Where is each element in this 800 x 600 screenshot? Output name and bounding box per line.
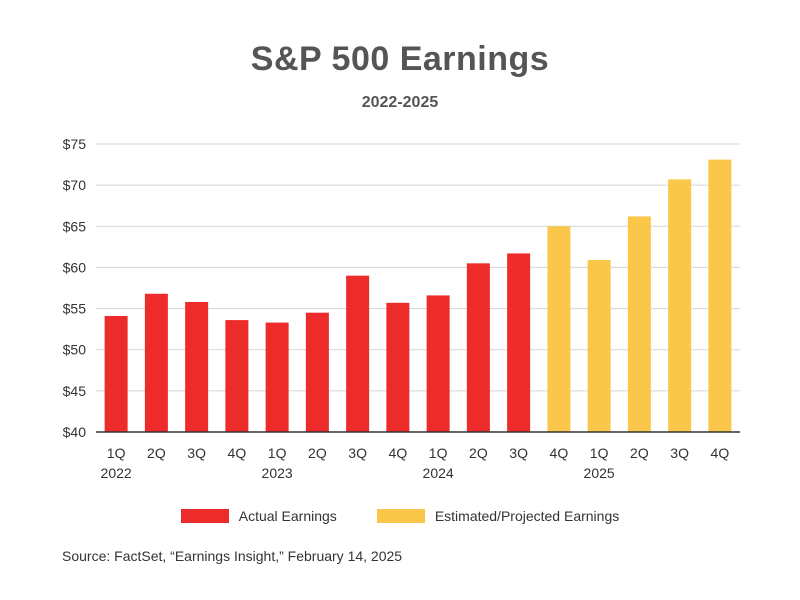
x-tick-label: 4Q xyxy=(711,445,730,461)
legend-label-actual: Actual Earnings xyxy=(238,508,337,524)
x-tick-label: 4Q xyxy=(228,445,247,461)
x-tick-label: 2Q xyxy=(147,445,166,461)
x-year-label: 2023 xyxy=(262,465,293,481)
legend: Actual Earnings Estimated/Projected Earn… xyxy=(0,508,800,524)
x-tick-label: 3Q xyxy=(509,445,528,461)
legend-label-estimated: Estimated/Projected Earnings xyxy=(434,508,620,524)
y-tick-label: $70 xyxy=(63,177,87,193)
legend-item-actual: Actual Earnings xyxy=(180,508,337,524)
bar xyxy=(265,322,289,432)
x-year-label: 2024 xyxy=(423,465,454,481)
y-tick-label: $45 xyxy=(63,383,87,399)
bar xyxy=(466,263,490,432)
bar xyxy=(547,226,571,432)
x-tick-label: 1Q xyxy=(107,445,126,461)
x-year-label: 2025 xyxy=(584,465,615,481)
legend-item-estimated: Estimated/Projected Earnings xyxy=(376,508,620,524)
y-tick-label: $40 xyxy=(63,424,87,440)
bar xyxy=(346,275,370,432)
y-tick-label: $75 xyxy=(63,136,87,152)
bar xyxy=(627,216,651,432)
legend-swatch-estimated xyxy=(376,509,425,523)
bar xyxy=(386,302,410,432)
x-tick-label: 1Q xyxy=(590,445,609,461)
bar xyxy=(185,301,209,432)
x-tick-label: 2Q xyxy=(308,445,327,461)
source-note: Source: FactSet, “Earnings Insight,” Feb… xyxy=(62,548,403,564)
x-tick-label: 4Q xyxy=(550,445,569,461)
x-tick-label: 1Q xyxy=(429,445,448,461)
x-tick-label: 1Q xyxy=(268,445,287,461)
x-tick-label: 3Q xyxy=(348,445,367,461)
x-year-label: 2022 xyxy=(101,465,132,481)
bar xyxy=(305,312,329,432)
y-tick-label: $50 xyxy=(63,342,87,358)
x-tick-label: 3Q xyxy=(187,445,206,461)
bar xyxy=(507,253,531,432)
x-tick-label: 2Q xyxy=(469,445,488,461)
legend-swatch-actual xyxy=(180,509,229,523)
chart-title: S&P 500 Earnings xyxy=(250,40,550,78)
bar xyxy=(104,315,128,432)
y-tick-label: $55 xyxy=(63,301,87,317)
y-tick-label: $65 xyxy=(63,218,87,234)
chart-subtitle: 2022-2025 xyxy=(361,94,439,111)
bar xyxy=(668,179,692,432)
bar xyxy=(426,295,450,432)
y-tick-label: $60 xyxy=(63,259,87,275)
bar xyxy=(144,293,168,432)
bar xyxy=(225,320,249,432)
bar xyxy=(587,260,611,432)
x-tick-label: 3Q xyxy=(670,445,689,461)
x-tick-label: 2Q xyxy=(630,445,649,461)
bar xyxy=(708,159,732,433)
x-tick-label: 4Q xyxy=(389,445,408,461)
